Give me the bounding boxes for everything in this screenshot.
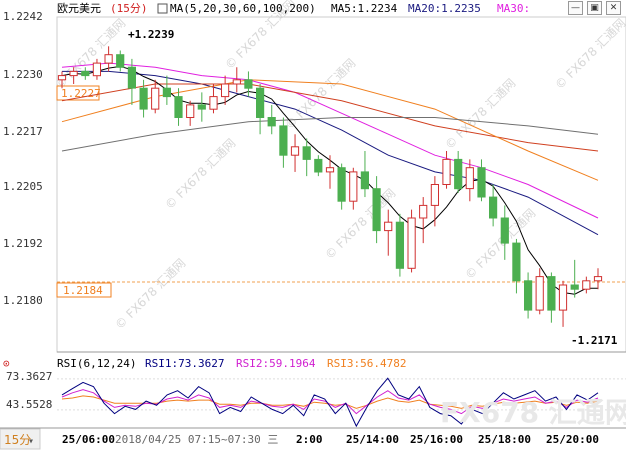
candle-body-3: [92, 62, 102, 77]
candle-body-27: [372, 188, 381, 232]
candlestick-series: [57, 46, 603, 327]
candle-body-37: [489, 196, 498, 219]
candle-body-33: [442, 158, 451, 185]
candle-body-20: [290, 146, 300, 156]
ma20-line: [62, 70, 599, 236]
candle-body-23: [325, 167, 335, 173]
candle-body-7: [139, 87, 148, 110]
candle-body-29: [395, 221, 404, 269]
candle-body-31: [419, 204, 428, 219]
candle-body-5: [116, 54, 125, 68]
candle-body-0: [57, 75, 67, 81]
candle-body-43: [558, 284, 568, 311]
rsi-lines: [57, 377, 626, 428]
candle-body-16: [244, 79, 253, 89]
candle-body-8: [151, 87, 160, 110]
rsi1-line: [61, 377, 599, 428]
candle-body-18: [267, 117, 276, 127]
corner-watermark: FX678 汇通网: [440, 396, 626, 429]
candle-body-24: [337, 167, 346, 202]
candle-body-13: [209, 96, 218, 110]
candle-body-38: [500, 217, 509, 244]
minimize-button[interactable]: —: [568, 1, 583, 15]
reference-price-label: 1.2227: [61, 87, 101, 100]
rsi1-label: RSI1:73.3627: [145, 357, 224, 370]
time-label-1: 25/06:00: [62, 433, 115, 446]
candle-body-14: [221, 83, 230, 98]
candle-body-26: [360, 171, 369, 190]
candle-body-30: [407, 217, 416, 269]
cursor-time-label: 2018/04/25 07:15~07:30 三: [115, 433, 278, 446]
rsi-level-mid: 43.5528: [6, 398, 52, 411]
restore-button[interactable]: ▣: [587, 1, 602, 15]
candle-body-35: [465, 167, 474, 190]
ma30-label: MA30:: [497, 2, 530, 15]
period-label: (15分): [110, 2, 148, 15]
candle-body-10: [174, 96, 183, 118]
rsi2-label: RSI2:59.1964: [236, 357, 316, 370]
rsi3-label: RSI3:56.4782: [327, 357, 406, 370]
price-tick-1: 1.2242: [3, 10, 43, 23]
ma-params-label: MA(5,20,30,60,100,200): [170, 2, 316, 15]
cursor-time-tail: 2:00: [296, 433, 323, 446]
price-tick-4: 1.2205: [3, 180, 43, 193]
close-button[interactable]: ✕: [606, 1, 621, 15]
price-tick-5: 1.2192: [3, 237, 43, 250]
candle-body-11: [186, 104, 195, 119]
candle-body-12: [197, 104, 206, 110]
period-dropdown-icon: ▾: [28, 436, 34, 447]
candle-body-28: [384, 221, 393, 232]
price-tick-6: 1.2180: [3, 294, 43, 307]
rsi-title: RSI(6,12,24): [57, 357, 136, 370]
price-tick-2: 1.2230: [3, 68, 43, 81]
candle-body-19: [279, 125, 288, 156]
time-label-4: 25/18:00: [478, 433, 531, 446]
candle-body-44: [570, 284, 579, 290]
candle-body-9: [162, 87, 172, 98]
ma20-label: MA20:1.2235: [408, 2, 481, 15]
candle-body-22: [314, 158, 323, 173]
current-price-box: [56, 282, 112, 298]
candle-body-25: [349, 171, 358, 202]
time-label-3: 25/16:00: [410, 433, 463, 446]
period-button-label: 15分: [4, 433, 31, 447]
candle-body-45: [582, 280, 591, 290]
candle-body-4: [104, 54, 113, 64]
candle-body-42: [547, 276, 556, 311]
time-label-2: 25/14:00: [346, 433, 399, 446]
period-button[interactable]: [0, 428, 41, 450]
ma5-label: MA5:1.2234: [331, 2, 398, 15]
ma30-line: [61, 62, 599, 219]
low-annotation: -1.2171: [571, 334, 618, 347]
candle-body-17: [256, 87, 265, 118]
rsi-level-high: 73.3627: [6, 370, 52, 383]
candle-body-36: [477, 167, 486, 198]
candle-body-39: [512, 242, 521, 282]
current-price-label: 1.2184: [63, 284, 103, 297]
high-annotation: +1.2239: [128, 28, 174, 41]
symbol-label: 欧元美元: [57, 2, 101, 15]
candle-body-40: [524, 280, 533, 311]
candle-body-15: [232, 79, 241, 85]
price-tick-3: 1.2217: [3, 125, 43, 138]
candle-body-32: [430, 184, 439, 206]
ma-toggle-box[interactable]: [157, 3, 168, 14]
candle-body-41: [535, 276, 544, 311]
rsi-settings-icon[interactable]: ⊙: [3, 357, 10, 370]
candle-body-46: [593, 276, 603, 282]
candle-body-21: [302, 146, 311, 160]
candle-body-2: [81, 70, 90, 77]
ma200-line: [61, 117, 599, 152]
candle-body-6: [127, 66, 137, 89]
candle-body-34: [454, 158, 463, 190]
candle-body-1: [69, 70, 78, 77]
time-label-5: 25/20:00: [546, 433, 599, 446]
